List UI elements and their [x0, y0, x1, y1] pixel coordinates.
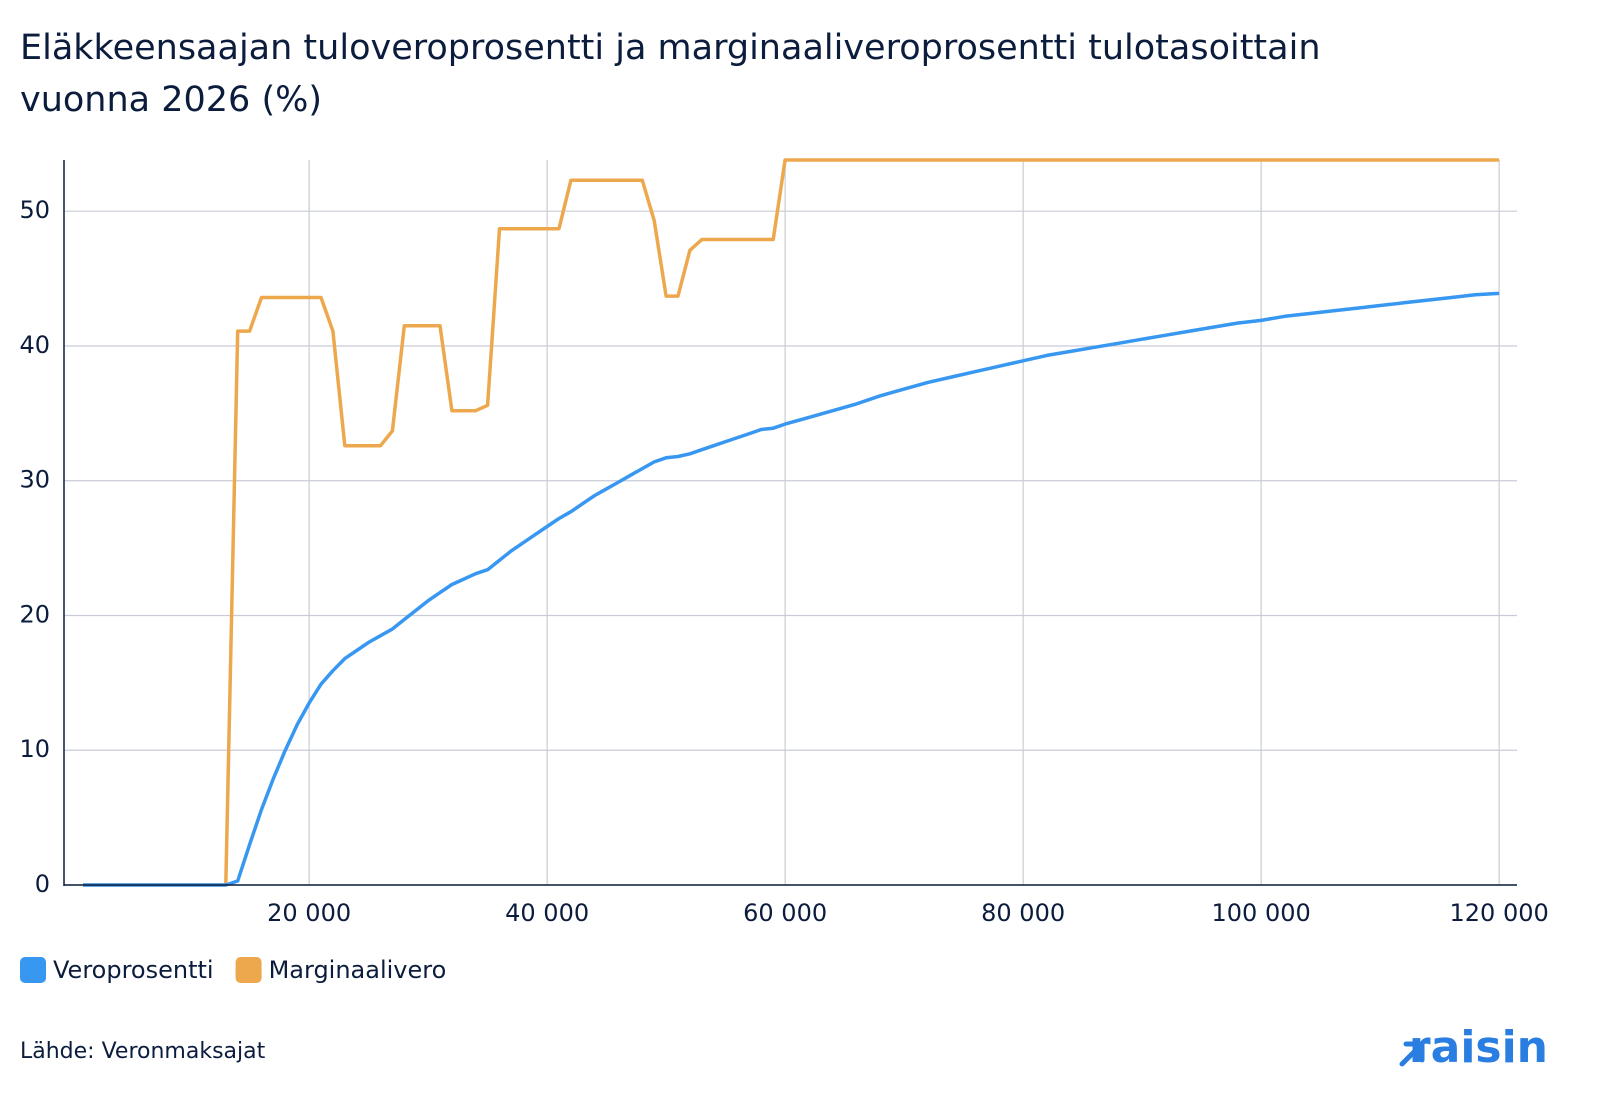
legend-label: Veroprosentti — [53, 956, 214, 984]
series-line — [83, 158, 1500, 887]
y-tick-label: 10 — [19, 735, 50, 763]
x-tick-label: 80 000 — [981, 899, 1065, 927]
y-tick-label: 40 — [19, 331, 50, 359]
x-tick-label: 20 000 — [267, 899, 351, 927]
x-tick-label: 40 000 — [505, 899, 589, 927]
source: Lähde: Veronmaksajat — [20, 1039, 266, 1064]
x-tick-label: 60 000 — [743, 899, 827, 927]
legend-swatch — [235, 957, 262, 983]
y-tick-label: 30 — [19, 466, 50, 494]
y-tick-label: 20 — [19, 600, 50, 628]
legend-swatch — [20, 957, 46, 983]
grid — [64, 160, 1517, 886]
x-tick-label: 100 000 — [1212, 899, 1311, 927]
series-line — [83, 291, 1500, 887]
y-tick-label: 0 — [35, 870, 50, 898]
x-tick-label: 120 000 — [1450, 899, 1549, 927]
y-tick-label: 50 — [19, 196, 50, 224]
legend-label: Marginaalivero — [269, 956, 447, 984]
chart-title: Eläkkeensaajan tuloveroprosentti ja marg… — [20, 28, 1321, 120]
plot — [83, 158, 1500, 887]
brand-logo: raisin — [1409, 1022, 1548, 1073]
brand-arrow — [1399, 1041, 1425, 1067]
